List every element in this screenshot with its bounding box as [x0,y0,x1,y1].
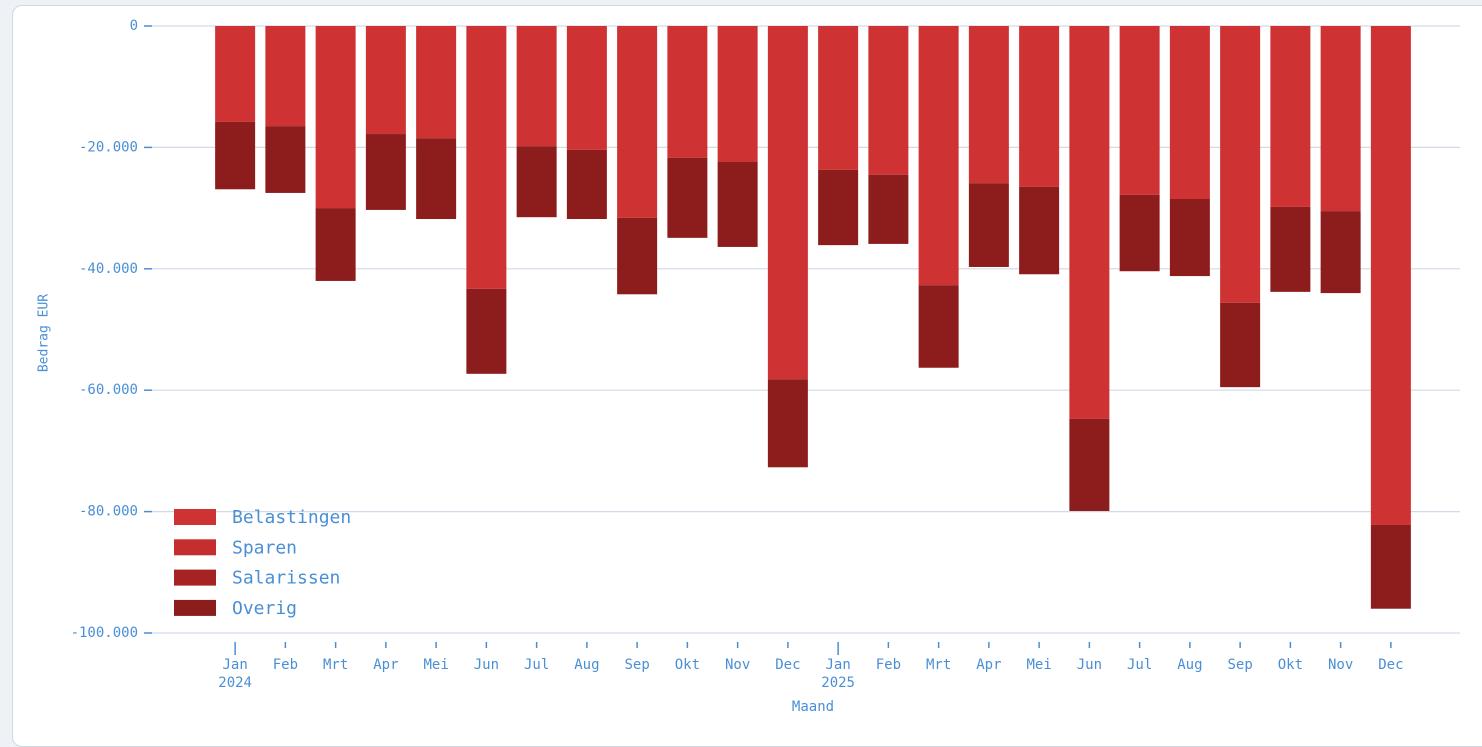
x-tick-label: Dec [775,657,800,673]
bar-segment [1169,198,1210,277]
y-tick-label: 0 [130,18,138,34]
bar-segment [466,288,507,374]
bar-segment [516,146,557,218]
x-tick-label: Nov [725,657,750,673]
bar-segment [265,126,306,193]
y-axis-label: Bedrag EUR [37,294,52,372]
bar-segment [416,138,457,220]
bar-segment [717,26,758,162]
bar-segment [1320,26,1361,212]
x-tick-label: Jun [1077,657,1102,673]
bar-segment [1220,26,1261,303]
legend-swatch [174,509,216,525]
bar-segment [1169,26,1210,199]
bar-segment [868,26,909,175]
x-tick-label: Jan [222,657,247,673]
x-tick-label: Mei [423,657,448,673]
x-tick-label: Dec [1378,657,1403,673]
x-axis-label: Maand [792,699,834,715]
x-tick-label: Feb [273,657,298,673]
bar-segment [365,26,406,135]
bar-segment [1320,211,1361,294]
x-year-label: 2024 [218,675,252,691]
bar-segment [315,208,356,281]
x-year-label: 2025 [821,675,855,691]
x-tick-label: Apr [373,657,398,673]
bar-segment [1220,302,1261,388]
bar-segment [1370,524,1411,609]
x-tick-label: Mei [1026,657,1051,673]
bar-segment [1270,26,1311,207]
bar-segment [617,26,658,218]
bar-segment [667,26,708,158]
legend-label: Overig [232,598,297,619]
x-tick-label: Feb [876,657,901,673]
bar-segment [365,134,406,210]
bar-segment [566,149,607,220]
bar-segment [767,26,808,380]
bar-segment [968,26,1009,184]
bar-segment [1069,418,1110,511]
bar-segment [265,26,306,127]
y-tick-label: -80.000 [79,504,138,520]
bar-segment [516,26,557,147]
x-tick-label: Okt [675,657,700,673]
bar-segment [215,121,256,190]
legend-swatch [174,599,216,616]
bar-segment [1270,206,1311,292]
bar-segment [617,217,658,295]
bar-segment [918,285,959,368]
bar-segment [1119,26,1160,195]
bar-segment [717,161,758,247]
legend-label: Salarissen [232,568,340,589]
bar-segment [566,26,607,150]
bar-segment [667,157,708,238]
x-tick-label: Mrt [926,657,951,673]
legend-label: Sparen [232,537,297,558]
bar-segment [416,26,457,139]
bar-segment [315,26,356,209]
y-tick-label: -20.000 [79,139,138,155]
x-tick-label: Aug [1177,657,1202,673]
bar-segment [1119,194,1160,272]
bar-segment [918,26,959,286]
bar-segment [466,26,507,289]
legend-label: Belastingen [232,507,351,528]
legend-swatch [174,569,216,586]
x-tick-label: Jun [474,657,499,673]
y-tick-label: -40.000 [79,261,138,277]
x-tick-label: Jan [825,657,850,673]
x-tick-label: Nov [1328,657,1353,673]
bar-segment [868,174,909,244]
bar-segment [818,169,859,246]
x-tick-label: Sep [1227,657,1252,673]
x-tick-label: Aug [574,657,599,673]
bar-segment [767,379,808,468]
x-tick-label: Okt [1278,657,1303,673]
legend-swatch [174,539,216,556]
bar-segment [1370,26,1411,525]
bar-segment [968,183,1009,267]
x-tick-label: Sep [624,657,649,673]
y-tick-label: -60.000 [79,382,138,398]
bar-segment [1019,26,1060,187]
bar-segment [1069,26,1110,419]
chart: Bedrag EUR Maand 0 -20.000 -40.000 -60.000 -… [37,18,1460,715]
x-tick-label: Jul [1127,657,1152,673]
bar-segment [818,26,859,170]
x-tick-label: Apr [976,657,1001,673]
bar-segment [1019,186,1060,275]
x-tick-label: Mrt [323,657,348,673]
bar-segment [215,26,256,122]
y-tick-label: -100.000 [71,625,138,641]
x-tick-label: Jul [524,657,549,673]
